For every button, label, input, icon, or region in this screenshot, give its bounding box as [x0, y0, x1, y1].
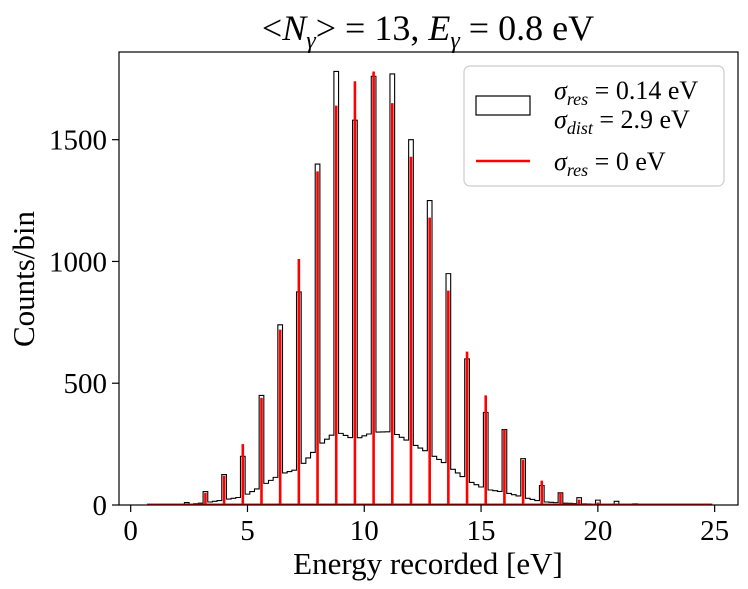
x-tick-label: 25: [700, 515, 729, 547]
legend-label-histogram-line1: σres = 0.14 eV: [554, 76, 698, 109]
axes-frame: [118, 51, 739, 506]
x-tick-label: 20: [583, 515, 612, 547]
x-tick-label: 15: [467, 515, 496, 547]
chart-title: <Nγ> = 13, Eγ = 0.8 eV: [262, 8, 594, 54]
x-tick-label: 5: [240, 515, 255, 547]
legend-swatch-histogram: [475, 95, 531, 116]
y-tick-label: 1500: [49, 125, 107, 157]
legend-label-histogram-line2: σdist = 2.9 eV: [554, 105, 690, 138]
legend-label-ideal: σres = 0 eV: [554, 147, 666, 180]
plot-area: [147, 70, 713, 506]
y-tick-label: 0: [93, 490, 108, 522]
x-axis-title: Energy recorded [eV]: [293, 546, 563, 581]
axis-ticks: 0 5 10 15 20 25 0 500 1000 1500: [49, 125, 729, 547]
legend: σres = 0.14 eV σdist = 2.9 eV σres = 0 e…: [463, 65, 725, 187]
y-tick-label: 1000: [49, 246, 107, 278]
y-tick-label: 500: [64, 368, 108, 400]
y-axis-title: Counts/bin: [6, 210, 41, 347]
x-tick-label: 0: [123, 515, 138, 547]
x-tick-label: 10: [350, 515, 379, 547]
